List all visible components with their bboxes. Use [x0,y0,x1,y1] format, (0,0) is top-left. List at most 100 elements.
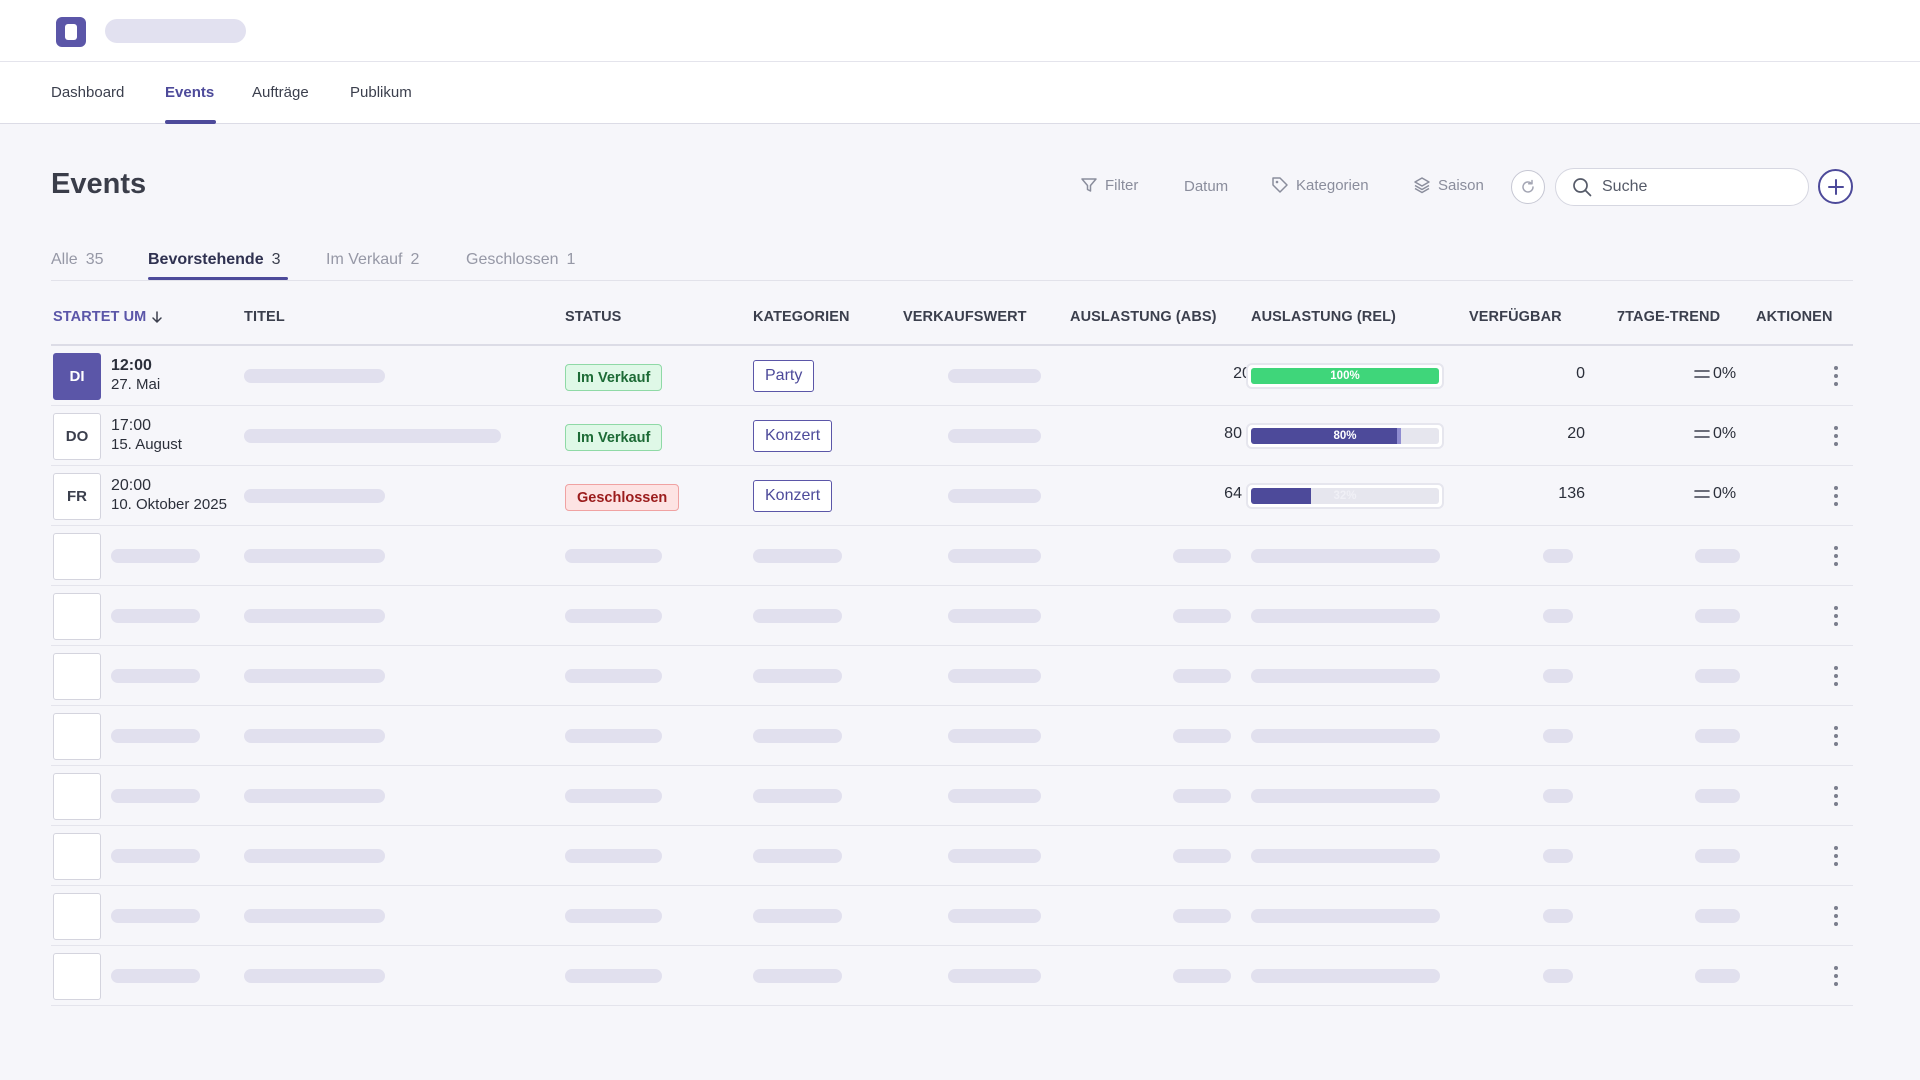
skeleton-placeholder [565,669,662,683]
nav-tab-audience[interactable]: Publikum [350,84,412,101]
row-actions-button[interactable] [1828,724,1844,748]
categories-filter-button[interactable]: Kategorien [1271,176,1369,194]
row-actions-button[interactable] [1828,904,1844,928]
category-tag[interactable]: Party [753,360,815,392]
category-tag[interactable]: Konzert [753,420,833,452]
weekday-badge: DO [53,413,101,460]
row-actions-button[interactable] [1828,424,1844,448]
date-filter-button[interactable]: Datum [1184,178,1228,195]
skeleton-placeholder [948,909,1041,923]
column-header-starts-at[interactable]: STARTET UM [53,309,164,325]
table-row[interactable] [51,706,1853,766]
column-header-categories[interactable]: KATEGORIEN [753,309,850,325]
skeleton-placeholder [244,789,385,803]
skeleton-placeholder [111,549,200,563]
skeleton-placeholder [1173,909,1231,923]
filter-button[interactable]: Filter [1080,176,1138,194]
weekday-badge-placeholder [53,653,101,700]
table-row[interactable] [51,586,1853,646]
skeleton-placeholder [1173,789,1231,803]
search-input[interactable] [1602,178,1792,196]
tag-icon [1272,177,1288,193]
skeleton-placeholder [1251,669,1440,683]
nav-tab-dashboard[interactable]: Dashboard [51,84,125,101]
equals-icon [1694,490,1710,498]
categories-label: Kategorien [1296,176,1369,194]
row-actions-button[interactable] [1828,604,1844,628]
row-actions-button[interactable] [1828,484,1844,508]
skeleton-placeholder [948,669,1041,683]
column-header-title[interactable]: TITEL [244,309,285,325]
column-header-load-abs[interactable]: AUSLASTUNG (ABS) [1070,309,1217,325]
skeleton-placeholder [948,969,1041,983]
search-box[interactable] [1555,168,1809,206]
table-row[interactable] [51,766,1853,826]
table-row[interactable] [51,646,1853,706]
skeleton-placeholder [244,429,501,443]
column-header-load-rel[interactable]: AUSLASTUNG (REL) [1251,309,1396,325]
trend-percent: 0% [1713,485,1737,502]
column-header-available[interactable]: VERFÜGBAR [1469,309,1562,325]
row-actions-button[interactable] [1828,784,1844,808]
skeleton-placeholder [565,549,662,563]
nav-tab-orders[interactable]: Aufträge [252,84,309,101]
skeleton-placeholder [1695,669,1740,683]
nav-tab-events[interactable]: Events [165,84,215,101]
skeleton-placeholder [1251,789,1440,803]
subtab-on-sale[interactable]: Im Verkauf 2 [326,251,419,269]
table-row[interactable] [51,526,1853,586]
skeleton-placeholder [948,729,1041,743]
subtab-upcoming[interactable]: Bevorstehende 3 [148,251,281,269]
subtab-all[interactable]: Alle 35 [51,251,103,269]
row-actions-button[interactable] [1828,544,1844,568]
row-actions-button[interactable] [1828,664,1844,688]
skeleton-placeholder [753,909,842,923]
weekday-badge: DI [53,353,101,400]
skeleton-placeholder [1251,729,1440,743]
column-header-trend[interactable]: 7TAGE-TREND [1617,309,1721,325]
skeleton-placeholder [1695,909,1740,923]
season-filter-button[interactable]: Saison [1413,176,1484,194]
skeleton-placeholder [565,849,662,863]
skeleton-placeholder [1543,789,1573,803]
kebab-icon [1834,786,1838,806]
category-tag[interactable]: Konzert [753,480,833,512]
row-actions-button[interactable] [1828,364,1844,388]
row-actions-button[interactable] [1828,964,1844,988]
refresh-button[interactable] [1511,170,1545,204]
skeleton-placeholder [1251,609,1440,623]
column-header-status[interactable]: STATUS [565,309,622,325]
skeleton-placeholder [565,969,662,983]
load-progress-label: 32% [1333,490,1357,502]
skeleton-placeholder [1251,549,1440,563]
weekday-badge-placeholder [53,593,101,640]
skeleton-placeholder [111,609,200,623]
subtab-closed[interactable]: Geschlossen 1 [466,251,575,269]
app-logo[interactable] [56,17,86,47]
page-title: Events [51,168,147,200]
table-row[interactable] [51,826,1853,886]
skeleton-placeholder [111,909,200,923]
kebab-icon [1834,906,1838,926]
weekday-badge-placeholder [53,893,101,940]
skeleton-placeholder [753,849,842,863]
table-row[interactable] [51,886,1853,946]
table-row[interactable] [51,946,1853,1006]
main-nav: Dashboard Events Aufträge Publikum [0,62,1920,124]
skeleton-placeholder [1543,849,1573,863]
column-header-sales-value[interactable]: VERKAUFSWERT [903,309,1027,325]
table-row[interactable]: FR 20:00 10. Oktober 2025 Geschlossen Konzer… [51,466,1853,526]
add-event-button[interactable] [1818,169,1853,204]
top-bar [0,0,1920,62]
skeleton-placeholder [565,729,662,743]
skeleton-placeholder [948,429,1041,443]
date-label: Datum [1184,178,1229,195]
row-actions-button[interactable] [1828,844,1844,868]
skeleton-placeholder [565,609,662,623]
load-progress-bar: 80% [1246,423,1444,449]
layers-icon [1414,177,1430,194]
skeleton-placeholder [111,849,200,863]
skeleton-placeholder [244,549,385,563]
